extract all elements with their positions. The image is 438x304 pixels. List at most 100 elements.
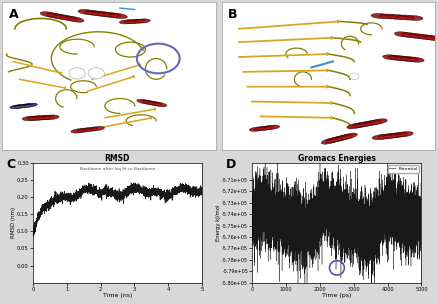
Ellipse shape [39, 117, 53, 119]
X-axis label: Time (ns): Time (ns) [102, 293, 132, 298]
Ellipse shape [46, 13, 64, 19]
Ellipse shape [14, 104, 28, 108]
Ellipse shape [393, 32, 411, 37]
X-axis label: Time (ps): Time (ps) [321, 293, 351, 298]
Ellipse shape [357, 121, 375, 127]
Ellipse shape [138, 101, 150, 103]
Ellipse shape [78, 130, 91, 132]
Text: A: A [9, 8, 18, 21]
Ellipse shape [363, 120, 381, 126]
Ellipse shape [77, 128, 92, 132]
Ellipse shape [78, 9, 95, 15]
Ellipse shape [260, 127, 273, 130]
Circle shape [72, 69, 77, 73]
Ellipse shape [396, 133, 411, 136]
Ellipse shape [369, 119, 386, 125]
Title: Gromacs Energies: Gromacs Energies [297, 154, 375, 163]
Ellipse shape [389, 132, 406, 138]
Ellipse shape [91, 128, 103, 130]
Ellipse shape [335, 134, 352, 140]
Ellipse shape [320, 138, 337, 144]
Ellipse shape [68, 18, 82, 22]
Ellipse shape [255, 128, 268, 130]
Ellipse shape [120, 22, 133, 23]
Ellipse shape [84, 10, 102, 16]
Ellipse shape [336, 136, 350, 140]
Ellipse shape [111, 15, 126, 18]
Ellipse shape [322, 140, 336, 144]
Ellipse shape [71, 129, 85, 133]
Ellipse shape [48, 15, 63, 18]
Ellipse shape [98, 14, 113, 16]
Ellipse shape [396, 15, 413, 20]
Ellipse shape [339, 133, 357, 139]
Circle shape [88, 68, 104, 79]
Ellipse shape [153, 104, 166, 106]
Y-axis label: Energy kJ/mol: Energy kJ/mol [215, 205, 220, 241]
Ellipse shape [331, 137, 346, 141]
Ellipse shape [341, 135, 355, 139]
Ellipse shape [347, 125, 362, 128]
Ellipse shape [135, 19, 150, 23]
Ellipse shape [90, 126, 104, 131]
Ellipse shape [395, 132, 413, 137]
Ellipse shape [22, 116, 39, 121]
Ellipse shape [92, 13, 107, 16]
Ellipse shape [371, 16, 387, 18]
Ellipse shape [380, 16, 395, 18]
Ellipse shape [390, 134, 405, 137]
Title: RMSD: RMSD [105, 154, 130, 163]
Ellipse shape [72, 130, 84, 133]
Ellipse shape [406, 18, 420, 20]
Ellipse shape [394, 56, 411, 61]
Ellipse shape [11, 106, 22, 108]
Ellipse shape [389, 57, 404, 60]
Ellipse shape [38, 115, 54, 120]
Ellipse shape [152, 102, 166, 107]
Ellipse shape [325, 137, 342, 143]
Ellipse shape [384, 135, 399, 138]
Ellipse shape [85, 12, 100, 15]
Ellipse shape [352, 122, 369, 128]
Ellipse shape [346, 123, 364, 129]
Ellipse shape [401, 58, 416, 61]
Ellipse shape [382, 55, 399, 60]
Ellipse shape [330, 136, 347, 142]
Ellipse shape [41, 13, 56, 17]
Ellipse shape [130, 19, 145, 23]
Text: D: D [225, 158, 235, 171]
Text: C: C [6, 158, 15, 171]
Ellipse shape [399, 57, 417, 62]
Ellipse shape [119, 20, 134, 24]
Ellipse shape [53, 14, 71, 20]
Ellipse shape [378, 136, 393, 138]
Ellipse shape [91, 11, 108, 16]
Ellipse shape [383, 57, 398, 59]
Text: Backbone after lsq fit to Backbone: Backbone after lsq fit to Backbone [80, 168, 155, 171]
Legend: Potential: Potential [387, 165, 418, 173]
Ellipse shape [259, 126, 274, 130]
Ellipse shape [370, 13, 388, 19]
Ellipse shape [131, 21, 143, 22]
Ellipse shape [55, 16, 69, 19]
Ellipse shape [425, 37, 438, 40]
Ellipse shape [373, 136, 388, 139]
Ellipse shape [424, 36, 438, 41]
Ellipse shape [44, 117, 58, 119]
Ellipse shape [407, 59, 422, 61]
Ellipse shape [34, 117, 48, 119]
Ellipse shape [377, 134, 395, 139]
Ellipse shape [23, 118, 37, 120]
Ellipse shape [83, 127, 98, 132]
Ellipse shape [60, 15, 77, 21]
Circle shape [349, 73, 358, 80]
Ellipse shape [365, 122, 379, 125]
Ellipse shape [103, 12, 121, 18]
Ellipse shape [395, 58, 410, 60]
Ellipse shape [42, 115, 59, 119]
Text: B: B [228, 8, 237, 21]
Ellipse shape [250, 129, 262, 131]
Ellipse shape [40, 12, 57, 17]
Ellipse shape [24, 103, 37, 107]
Y-axis label: RMSD (nm): RMSD (nm) [11, 207, 16, 238]
